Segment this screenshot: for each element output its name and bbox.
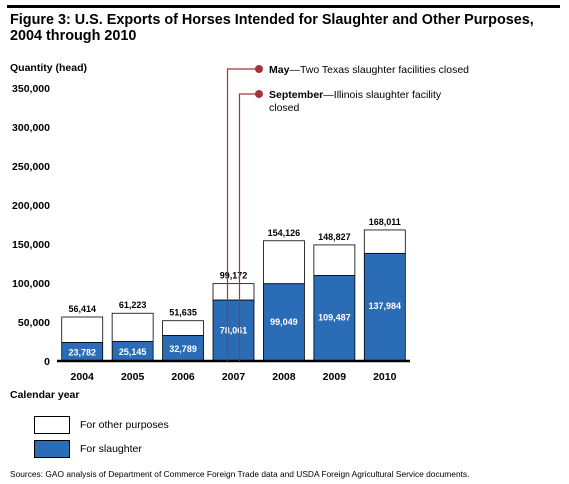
slaughter-data-label: 23,782 — [68, 348, 96, 358]
bar-other-purposes — [212, 283, 255, 301]
annotation-marker — [255, 90, 263, 98]
bar-other-purposes — [61, 316, 104, 343]
legend-item-slaughter: For slaughter — [34, 440, 142, 458]
bar-slaughter — [313, 275, 356, 362]
bar-other-purposes — [111, 312, 154, 342]
y-tick-label: 150,000 — [12, 239, 50, 251]
bar-slaughter — [263, 283, 305, 362]
slaughter-data-label: 109,487 — [318, 313, 351, 323]
slaughter-data-label: 137,984 — [369, 301, 402, 311]
x-axis-label: Calendar year — [10, 389, 80, 401]
bar-slaughter — [363, 252, 406, 362]
y-tick-label: 350,000 — [12, 83, 50, 95]
legend-label-slaughter: For slaughter — [80, 443, 142, 455]
y-tick-label: 50,000 — [18, 317, 50, 329]
total-data-label: 99,172 — [220, 271, 248, 281]
total-data-label: 148,827 — [318, 232, 351, 242]
legend-item-other: For other purposes — [34, 416, 169, 434]
total-data-label: 168,011 — [369, 217, 401, 227]
total-data-label: 154,126 — [268, 228, 301, 238]
x-tick-label: 2004 — [71, 371, 95, 383]
slaughter-data-label: 25,145 — [119, 347, 147, 357]
bar-other-purposes — [363, 229, 406, 254]
x-tick-label: 2006 — [171, 371, 195, 383]
y-tick-label: 250,000 — [12, 161, 50, 173]
y-tick-label: 100,000 — [12, 278, 50, 290]
annotation-line — [238, 93, 259, 361]
total-data-label: 61,223 — [119, 300, 147, 310]
bar-other-purposes — [263, 240, 305, 285]
y-tick-label: 200,000 — [12, 200, 50, 212]
total-data-label: 51,635 — [169, 308, 197, 318]
bar-slaughter — [212, 299, 255, 362]
x-tick-label: 2008 — [272, 371, 296, 383]
annotation-line — [226, 68, 259, 361]
annotation-text: September—Illinois slaughter facility — [269, 89, 442, 101]
y-tick-label: 300,000 — [12, 122, 50, 134]
chart-title: Figure 3: U.S. Exports of Horses Intende… — [10, 12, 534, 44]
top-rule — [7, 5, 560, 8]
y-tick-label: 0 — [44, 356, 50, 368]
slaughter-data-label: 78,061 — [220, 325, 248, 335]
bar-other-purposes — [313, 244, 356, 277]
slaughter-data-label: 32,789 — [169, 344, 197, 354]
bar-slaughter — [162, 335, 204, 362]
y-axis-label: Quantity (head) — [10, 62, 88, 74]
bar-other-purposes — [162, 320, 204, 336]
total-data-label: 56,414 — [68, 304, 96, 314]
annotation-marker — [255, 65, 263, 73]
legend-swatch-other — [34, 416, 70, 434]
legend-swatch-slaughter — [34, 440, 70, 458]
legend-label-other: For other purposes — [80, 419, 169, 431]
source-note: Sources: GAO analysis of Department of C… — [10, 469, 470, 479]
slaughter-data-label: 99,049 — [270, 317, 298, 327]
x-tick-label: 2009 — [323, 371, 347, 383]
x-tick-label: 2007 — [222, 371, 246, 383]
annotation-text: May—Two Texas slaughter facilities close… — [269, 64, 469, 76]
annotation-text-continued: closed — [269, 102, 300, 114]
x-tick-label: 2005 — [121, 371, 145, 383]
x-tick-label: 2010 — [373, 371, 397, 383]
